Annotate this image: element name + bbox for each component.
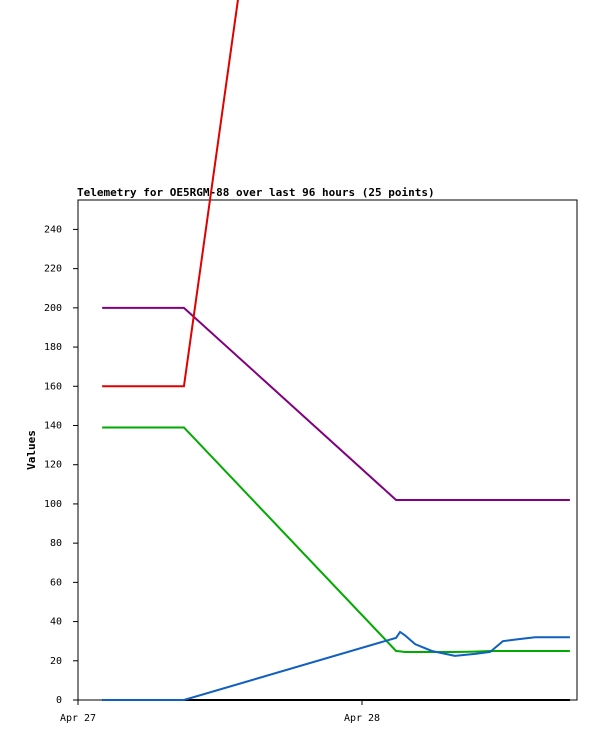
- plot-frame: [77, 199, 578, 701]
- y-tick-label: 140: [44, 420, 62, 431]
- series-line: [102, 630, 570, 701]
- y-tick-label: 100: [44, 499, 62, 510]
- y-tick-label: 200: [44, 303, 62, 314]
- y-tick-label: 20: [50, 656, 62, 667]
- y-axis-label: Values: [25, 430, 38, 470]
- y-tick-label: 0: [56, 695, 62, 706]
- series-line: [102, 426, 570, 653]
- y-tick-label: 160: [44, 381, 62, 392]
- series-line: [102, 0, 239, 388]
- y-tick-label: 40: [50, 617, 62, 628]
- y-tick-label: 60: [50, 577, 62, 588]
- y-tick-label: 180: [44, 342, 62, 353]
- x-tick-label: Apr 27: [60, 713, 96, 724]
- series-line: [102, 306, 570, 501]
- x-tick-label: Apr 28: [344, 713, 380, 724]
- chart-title: Telemetry for OE5RGM-88 over last 96 hou…: [77, 186, 435, 199]
- y-tick-label: 240: [44, 224, 62, 235]
- y-tick-label: 80: [50, 538, 62, 549]
- y-tick-label: 220: [44, 264, 62, 275]
- y-tick-label: 120: [44, 460, 62, 471]
